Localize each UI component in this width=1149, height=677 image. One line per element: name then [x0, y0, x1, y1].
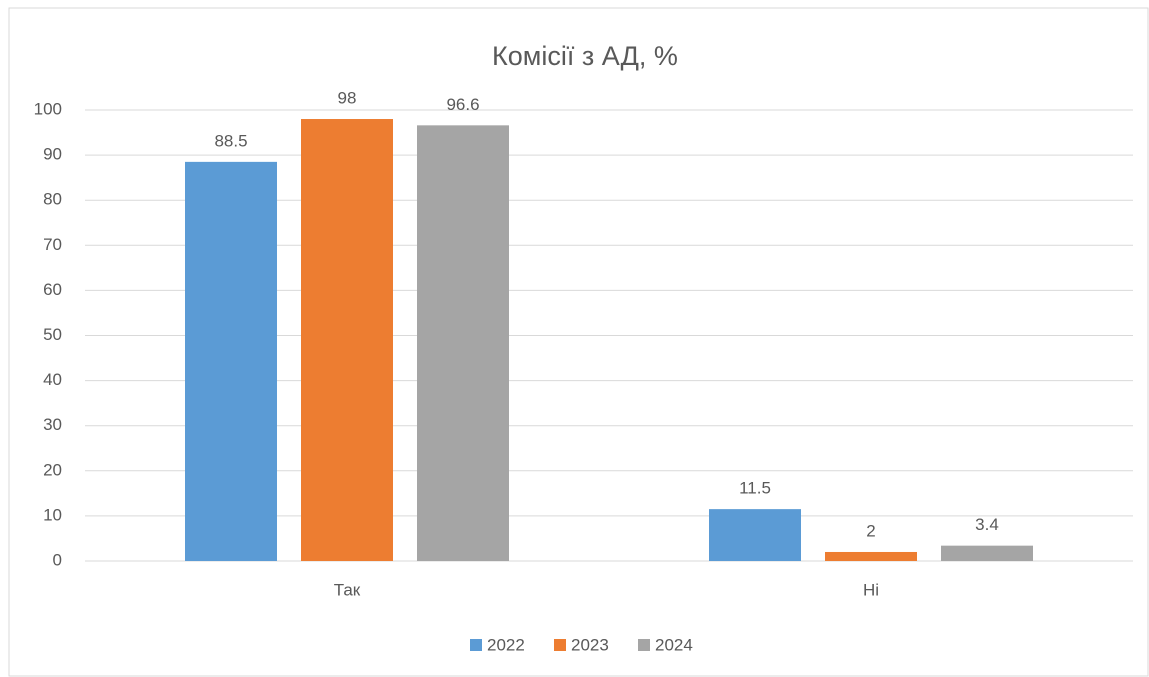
chart-frame	[8, 7, 1149, 677]
y-tick-label: 10	[43, 505, 62, 524]
chart-title: Комісії з АД, %	[492, 41, 678, 71]
legend-swatch	[638, 639, 650, 651]
y-tick-label: 0	[53, 550, 62, 569]
bar	[825, 551, 917, 561]
y-tick-label: 20	[43, 460, 62, 479]
bar	[417, 125, 509, 562]
y-tick-label: 90	[43, 145, 62, 164]
legend-label: 2024	[655, 635, 693, 654]
y-tick-label: 70	[43, 235, 62, 254]
y-tick-label: 40	[43, 370, 62, 389]
data-label: 3.4	[975, 515, 999, 534]
y-tick-label: 100	[34, 99, 62, 118]
legend-label: 2023	[571, 635, 609, 654]
legend-swatch	[470, 639, 482, 651]
y-tick-label: 60	[43, 280, 62, 299]
data-label: 98	[338, 89, 357, 108]
bar	[941, 545, 1033, 561]
legend-label: 2022	[487, 635, 525, 654]
x-tick-label: Так	[334, 580, 361, 599]
y-tick-label: 80	[43, 190, 62, 209]
bar	[709, 509, 801, 561]
data-label: 88.5	[214, 131, 247, 150]
data-label: 96.6	[446, 95, 479, 114]
data-label: 11.5	[739, 479, 771, 498]
bar	[185, 161, 277, 562]
bar	[301, 119, 393, 562]
data-label: 2	[866, 521, 875, 540]
y-tick-label: 30	[43, 415, 62, 434]
y-tick-label: 50	[43, 325, 62, 344]
legend-swatch	[554, 639, 566, 651]
x-tick-label: Ні	[863, 580, 879, 599]
